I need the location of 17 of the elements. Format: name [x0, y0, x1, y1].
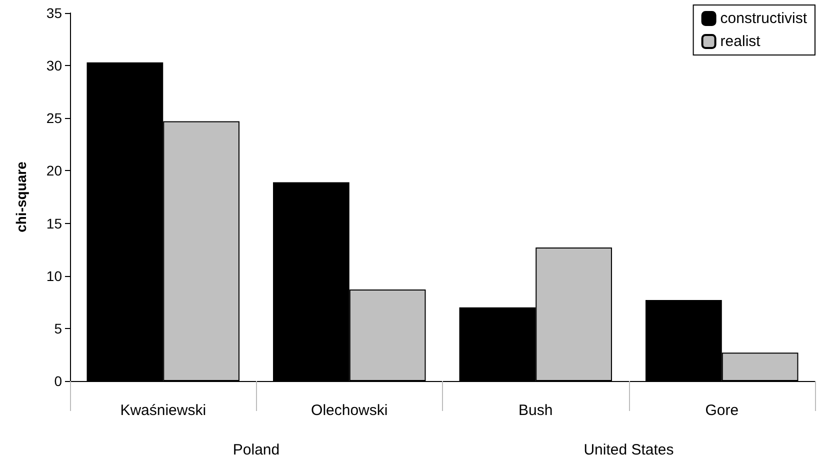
y-tick-label: 0 [54, 373, 62, 389]
x-tick-label: Kwaśniewski [120, 402, 206, 419]
y-tick-label: 5 [54, 320, 62, 336]
x-tick-label: Bush [518, 402, 553, 419]
x-tick-label: Gore [705, 402, 739, 419]
y-tick-label: 20 [46, 162, 62, 179]
text: Poland [232, 442, 280, 458]
y-tick-label: 25 [46, 110, 62, 126]
text: United States [584, 442, 674, 458]
legend-label: realist [720, 33, 762, 50]
y-axis-title: chi-square [13, 161, 29, 232]
legend-label: constructivist [720, 10, 808, 27]
y-tick-label: 35 [46, 5, 62, 21]
y-tick-label: 10 [46, 268, 62, 284]
y-tick-label: 30 [46, 58, 62, 74]
x-tick-label: Olechowski [311, 402, 388, 419]
y-tick-label: 15 [46, 215, 62, 232]
